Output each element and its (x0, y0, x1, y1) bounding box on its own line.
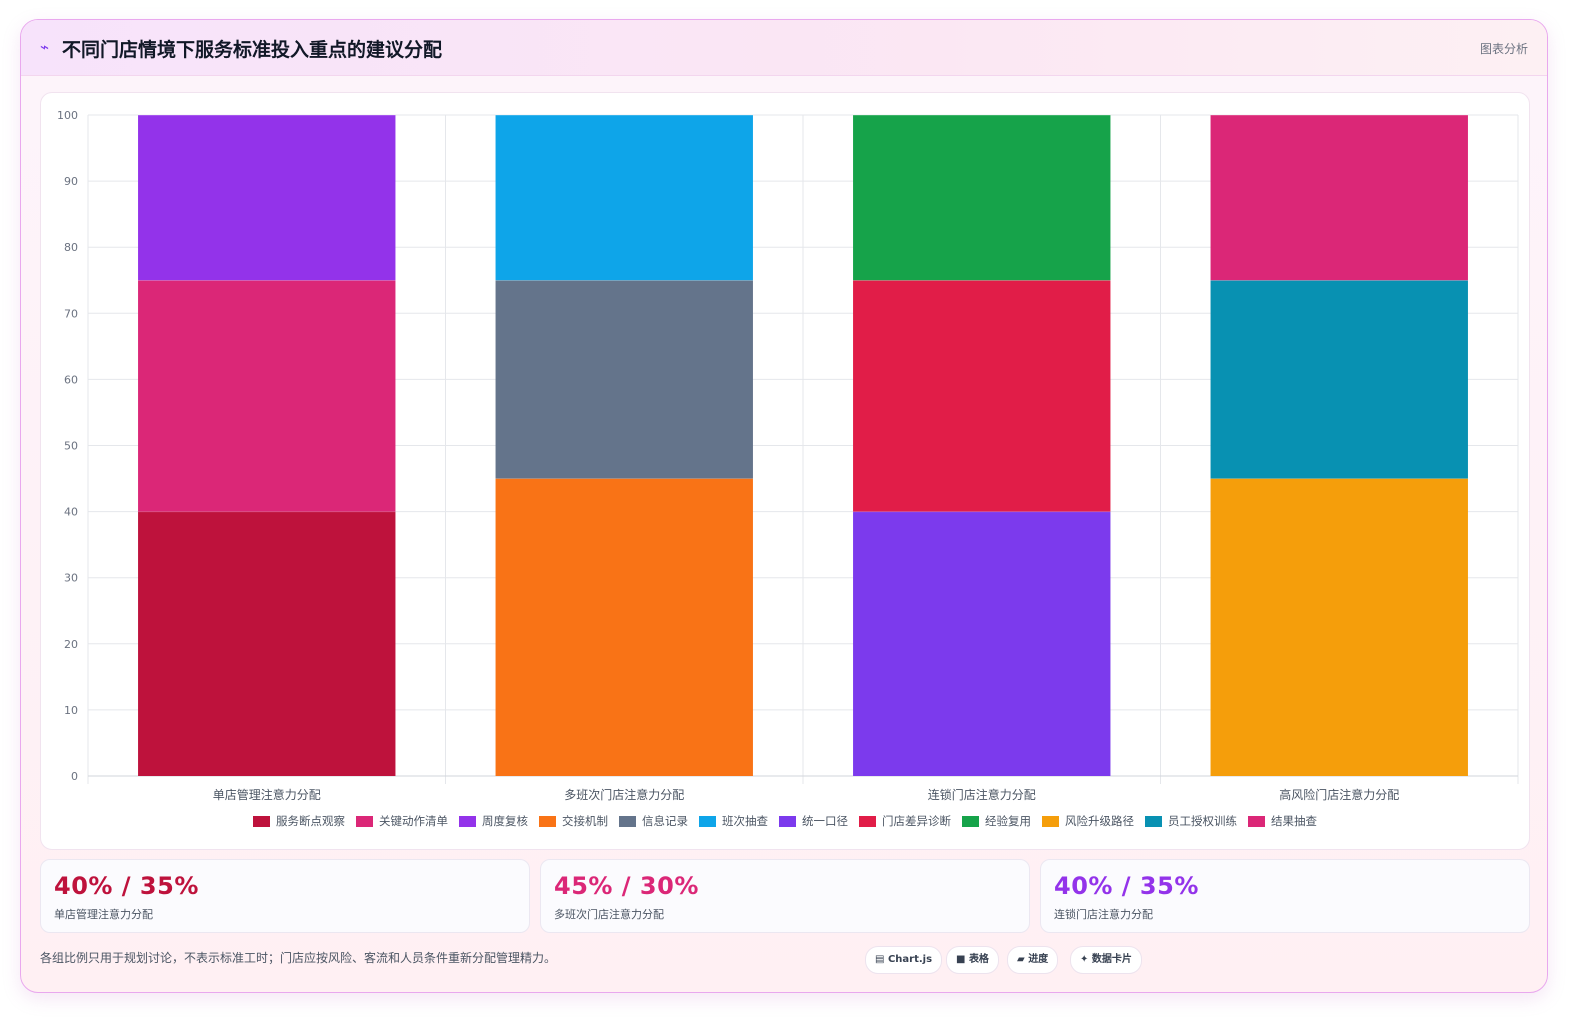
legend-label: 统一口径 (802, 814, 848, 828)
chart-card: ⌁ 不同门店情境下服务标准投入重点的建议分配 图表分析 0 10 20 30 40 50 6… (20, 19, 1548, 993)
legend-label: 员工授权训练 (1168, 814, 1237, 828)
legend-item[interactable]: 交接机制 (539, 814, 608, 828)
legend-item[interactable]: 班次抽查 (699, 814, 768, 828)
bar-segment[interactable] (138, 280, 396, 512)
footnote: 各组比例只用于规划讨论，不表示标准工时；门店应按风险、客流和人员条件重新分配管理… (40, 951, 557, 965)
chip-progress[interactable]: ▰ 进度 (1007, 946, 1059, 974)
card-header: ⌁ 不同门店情境下服务标准投入重点的建议分配 图表分析 (21, 20, 1547, 76)
legend-item[interactable]: 经验复用 (962, 814, 1031, 828)
chip-label: 进度 (1028, 954, 1049, 965)
progress-icon: ▰ (1017, 954, 1025, 965)
bar-segment[interactable] (1210, 115, 1468, 281)
legend-swatch (253, 816, 270, 827)
bar-segment[interactable] (1210, 280, 1468, 479)
stat-label: 多班次门店注意力分配 (554, 908, 664, 921)
chip-label: Chart.js (887, 954, 933, 965)
bar-segment[interactable] (853, 280, 1111, 512)
y-tick-label: 100 (57, 109, 78, 122)
legend-item[interactable]: 周度复核 (459, 814, 528, 828)
legend-label: 关键动作清单 (379, 814, 448, 828)
legend-label: 班次抽查 (722, 814, 768, 828)
bar-segment[interactable] (853, 115, 1111, 281)
x-tick-label: 单店管理注意力分配 (213, 787, 321, 802)
stat-label: 连锁门店注意力分配 (1054, 908, 1153, 921)
legend-swatch (619, 816, 636, 827)
legend-item[interactable]: 信息记录 (619, 814, 688, 828)
legend-label: 经验复用 (985, 814, 1031, 828)
legend-item[interactable]: 服务断点观察 (253, 814, 345, 828)
legend-swatch (356, 816, 373, 827)
bar-segment[interactable] (138, 115, 396, 281)
chip-label: 表格 (968, 954, 989, 965)
legend-label: 周度复核 (482, 814, 528, 828)
legend-item[interactable]: 门店差异诊断 (859, 814, 951, 828)
legend-item[interactable]: 员工授权训练 (1145, 814, 1237, 828)
y-tick-label: 90 (64, 175, 78, 188)
legend-item[interactable]: 统一口径 (779, 814, 848, 828)
x-tick-label: 多班次门店注意力分配 (564, 787, 684, 802)
legend-label: 结果抽查 (1271, 814, 1317, 828)
bar-segment[interactable] (853, 511, 1111, 776)
chip-chartjs[interactable]: ▤ Chart.js (865, 946, 943, 974)
sparkle-icon: ✦ (1080, 954, 1089, 965)
stat-card-multi-shift: 45% / 30% 多班次门店注意力分配 (540, 859, 1030, 933)
y-tick-label: 80 (64, 241, 78, 254)
y-tick-label: 60 (64, 373, 78, 386)
legend-label: 门店差异诊断 (882, 814, 951, 828)
legend-label: 交接机制 (562, 814, 608, 828)
x-tick-label: 连锁门店注意力分配 (928, 787, 1036, 802)
y-tick-label: 70 (64, 307, 78, 320)
legend-label: 服务断点观察 (276, 814, 345, 828)
bar-segment[interactable] (495, 115, 753, 281)
y-tick-label: 10 (64, 704, 78, 717)
chart-icon: ▤ (875, 954, 885, 965)
bar-segment[interactable] (138, 511, 396, 776)
y-tick-label: 0 (71, 770, 78, 783)
stat-value: 40% / 35% (54, 872, 199, 900)
y-tick-label: 30 (64, 572, 78, 585)
legend-swatch (962, 816, 979, 827)
legend-swatch (699, 816, 716, 827)
legend-swatch (1248, 816, 1265, 827)
y-tick-label: 40 (64, 506, 78, 519)
chip-data-card[interactable]: ✦ 数据卡片 (1070, 946, 1142, 974)
legend-swatch (1145, 816, 1162, 827)
stat-value: 45% / 30% (554, 872, 699, 900)
page-title: 不同门店情境下服务标准投入重点的建议分配 (62, 39, 443, 61)
legend-swatch (859, 816, 876, 827)
legend-swatch (459, 816, 476, 827)
bar-segment[interactable] (495, 478, 753, 776)
trend-icon: ⌁ (40, 38, 50, 56)
y-tick-label: 20 (64, 638, 78, 651)
legend-swatch (539, 816, 556, 827)
legend-swatch (779, 816, 796, 827)
y-tick-label: 50 (64, 440, 78, 453)
chip-table[interactable]: ■ 表格 (946, 946, 999, 974)
chart-analysis-link[interactable]: 图表分析 (1479, 42, 1528, 56)
legend-swatch (1042, 816, 1059, 827)
x-tick-label: 高风险门店注意力分配 (1279, 787, 1399, 802)
stat-label: 单店管理注意力分配 (54, 908, 153, 921)
chart-panel: 0 10 20 30 40 50 60 70 80 90 100 单店管理注意力分配 多班次门店注意力… (40, 92, 1530, 850)
stat-value: 40% / 35% (1054, 872, 1199, 900)
bar-segment[interactable] (1210, 478, 1468, 776)
chip-label: 数据卡片 (1091, 954, 1132, 965)
stat-card-chain-store: 40% / 35% 连锁门店注意力分配 (1040, 859, 1530, 933)
stacked-bar-chart: 0 10 20 30 40 50 60 70 80 90 100 单店管理注意力分配 多班次门店注意力… (57, 109, 1519, 828)
legend-label: 风险升级路径 (1065, 814, 1134, 828)
stat-card-single-store: 40% / 35% 单店管理注意力分配 (40, 859, 530, 933)
bar-segment[interactable] (495, 280, 753, 479)
legend-item[interactable]: 关键动作清单 (356, 814, 448, 828)
table-icon: ■ (956, 954, 966, 965)
legend-label: 信息记录 (642, 814, 688, 828)
legend-item[interactable]: 结果抽查 (1248, 814, 1317, 828)
legend-item[interactable]: 风险升级路径 (1042, 814, 1134, 828)
